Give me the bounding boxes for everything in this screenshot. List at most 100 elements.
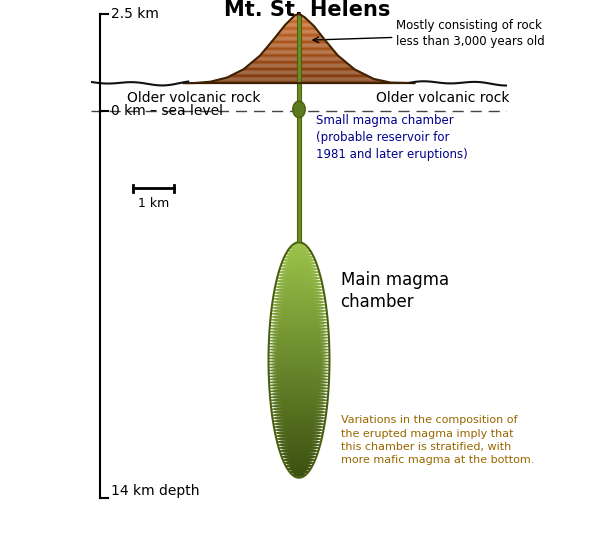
Ellipse shape [288, 249, 310, 253]
Polygon shape [292, 17, 306, 18]
Ellipse shape [269, 380, 329, 384]
Polygon shape [247, 65, 351, 66]
Ellipse shape [271, 312, 327, 316]
Ellipse shape [280, 451, 318, 456]
Ellipse shape [271, 308, 327, 313]
Ellipse shape [278, 443, 320, 447]
Ellipse shape [276, 282, 322, 286]
Polygon shape [288, 21, 310, 22]
Polygon shape [258, 56, 340, 57]
Ellipse shape [280, 267, 318, 272]
Ellipse shape [269, 362, 329, 367]
Ellipse shape [278, 273, 320, 278]
Ellipse shape [269, 345, 329, 349]
Ellipse shape [273, 296, 325, 301]
Ellipse shape [282, 261, 316, 265]
Ellipse shape [269, 339, 329, 343]
Ellipse shape [269, 368, 329, 373]
Polygon shape [245, 66, 353, 68]
Ellipse shape [284, 255, 314, 259]
Polygon shape [283, 25, 315, 27]
Ellipse shape [292, 243, 306, 247]
Ellipse shape [284, 461, 314, 465]
Ellipse shape [270, 392, 328, 396]
Ellipse shape [273, 419, 325, 423]
Ellipse shape [283, 457, 315, 462]
Ellipse shape [280, 449, 318, 453]
Ellipse shape [282, 455, 316, 459]
Ellipse shape [286, 252, 312, 256]
Polygon shape [278, 32, 320, 34]
Polygon shape [270, 42, 328, 43]
Ellipse shape [289, 469, 309, 474]
Polygon shape [285, 24, 313, 25]
Polygon shape [283, 27, 316, 28]
Ellipse shape [279, 270, 319, 274]
Text: 14 km depth: 14 km depth [111, 484, 199, 498]
Polygon shape [228, 76, 370, 77]
Ellipse shape [270, 389, 328, 394]
Polygon shape [270, 43, 328, 44]
Polygon shape [234, 72, 364, 73]
Ellipse shape [270, 323, 328, 328]
Polygon shape [271, 41, 327, 42]
Polygon shape [261, 52, 337, 54]
Polygon shape [295, 14, 301, 15]
Ellipse shape [271, 407, 327, 411]
Ellipse shape [271, 410, 327, 414]
Polygon shape [244, 68, 354, 69]
Polygon shape [194, 82, 415, 83]
Text: Older volcanic rock: Older volcanic rock [127, 91, 261, 105]
Polygon shape [287, 22, 311, 23]
Polygon shape [267, 45, 331, 46]
Ellipse shape [272, 413, 326, 417]
Polygon shape [254, 59, 344, 61]
Ellipse shape [292, 472, 306, 477]
Polygon shape [263, 51, 335, 52]
Polygon shape [291, 18, 307, 20]
Ellipse shape [269, 335, 329, 340]
Ellipse shape [269, 383, 329, 388]
Polygon shape [286, 23, 312, 24]
Ellipse shape [269, 347, 329, 352]
Ellipse shape [273, 294, 325, 298]
Ellipse shape [269, 371, 329, 376]
Ellipse shape [293, 101, 305, 118]
Polygon shape [230, 75, 368, 76]
Polygon shape [264, 49, 334, 50]
Ellipse shape [269, 365, 329, 370]
Ellipse shape [270, 318, 328, 322]
Polygon shape [294, 15, 303, 16]
Text: Main magma
chamber: Main magma chamber [340, 271, 448, 311]
Ellipse shape [276, 437, 322, 441]
Ellipse shape [269, 374, 329, 379]
Polygon shape [280, 30, 318, 31]
Polygon shape [275, 36, 323, 37]
Polygon shape [266, 48, 332, 49]
Text: Older volcanic rock: Older volcanic rock [376, 91, 509, 105]
Ellipse shape [288, 467, 310, 471]
Ellipse shape [277, 276, 321, 280]
Polygon shape [233, 73, 365, 75]
Polygon shape [242, 69, 356, 70]
Polygon shape [269, 44, 329, 45]
Polygon shape [219, 78, 377, 79]
Ellipse shape [274, 425, 324, 429]
Ellipse shape [283, 258, 315, 262]
Polygon shape [224, 77, 373, 78]
Ellipse shape [276, 434, 322, 438]
Ellipse shape [269, 341, 329, 346]
Text: 1 km: 1 km [138, 197, 169, 210]
Ellipse shape [269, 353, 329, 358]
Ellipse shape [275, 285, 323, 289]
Ellipse shape [269, 350, 329, 355]
Text: Variations in the composition of
the erupted magma imply that
this chamber is st: Variations in the composition of the eru… [340, 415, 534, 465]
Text: Mt. St. Helens: Mt. St. Helens [224, 0, 390, 20]
Ellipse shape [270, 327, 328, 331]
Ellipse shape [274, 428, 324, 432]
Ellipse shape [270, 398, 328, 402]
Polygon shape [277, 34, 321, 35]
Polygon shape [272, 39, 326, 41]
Polygon shape [292, 16, 305, 17]
Ellipse shape [272, 302, 326, 307]
